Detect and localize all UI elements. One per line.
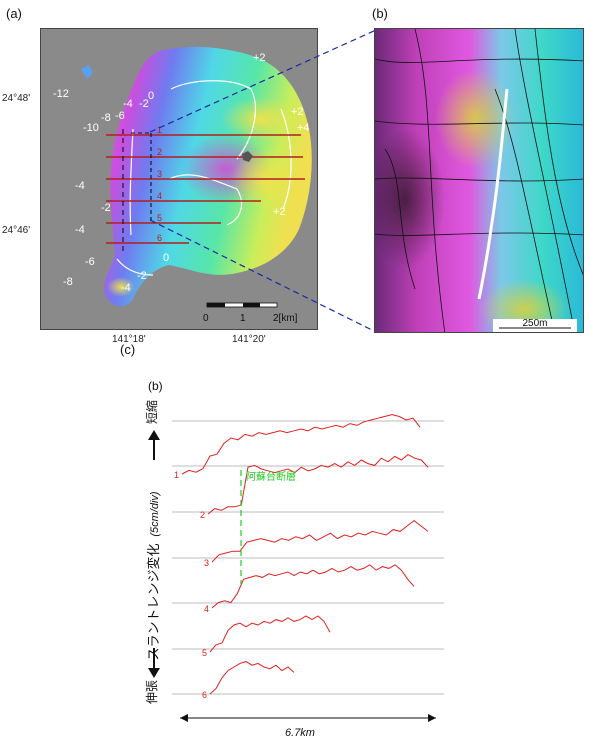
contour-label: -6 [115,110,125,122]
islet [81,65,93,79]
arrow-left-icon [180,714,188,722]
profile-number: 6 [157,233,162,243]
contour-label: -8 [101,112,111,124]
chart-inner-label: (b) [148,379,163,393]
topo-contours [375,29,583,332]
scalebar-tick: 2[km] [273,313,298,324]
gridlines [172,420,444,695]
lon-label-west: 141°18' [112,334,146,345]
contour-label: 0 [163,252,169,264]
uplift-patch-south [107,277,135,297]
arrow-down-icon [148,668,160,678]
zoom-patch-yellow [435,69,515,169]
contour-label: +2 [291,106,304,118]
contour-label: +2 [273,206,286,218]
zoom-patch-yellow-low [480,279,570,332]
contour-label: -8 [63,276,73,288]
contour-line [168,174,243,226]
lon-label-east: 141°20' [232,334,266,345]
ylabel-middle: スラントレンジ変化 [146,543,161,660]
series-labels: 1 2 3 4 5 6 [174,470,209,700]
scalebar-label: 250m [522,318,547,329]
ylabel-unit: (5cm/div) [149,491,161,537]
lat-label-south: 24°46' [2,225,31,236]
profile-series-3 [211,519,429,563]
series-label: 5 [202,648,207,658]
scalebar-tick: 0 [203,313,209,324]
profile-number: 1 [157,125,162,135]
contour-label: -4 [75,224,85,236]
connector-line-bottom [149,219,377,333]
profile-series-1 [181,414,421,475]
series-label: 3 [204,558,209,568]
profile-number: 3 [157,169,162,179]
profile-series-6 [209,661,295,695]
uplift-patch [221,97,301,141]
profile-series-2 [207,454,429,515]
series-label: 4 [204,604,209,614]
contour-label: -12 [53,88,69,100]
contour-label: -2 [137,270,147,282]
zoom-interferogram: 250m [374,28,584,333]
ylabel-bottom: 伸張 [145,680,159,704]
profile-number: 4 [157,191,162,201]
contour-label: +4 [297,122,310,134]
scalebar-tick: 1 [240,313,246,324]
zoom-svg: 250m [375,29,583,332]
scalebar-box [493,319,577,332]
profile-chart: (b) 1 2 3 4 5 6 阿蘇台断層 短縮 スラントレンジ変化 (5cm/div) … [0,352,590,750]
contour-label: -10 [83,122,99,134]
profile-series-4 [211,564,415,609]
profile-chart-svg: (b) 1 2 3 4 5 6 阿蘇台断層 短縮 スラントレンジ変化 (5cm/div) … [144,379,444,739]
contour-line [116,258,154,276]
contour-label: -6 [85,256,95,268]
contour-label: -4 [123,98,133,110]
contour-label: -4 [75,180,85,192]
crater [242,151,253,162]
contour-label: -2 [101,202,111,214]
x-span-indicator: 6.7km [180,714,436,739]
series-label: 1 [174,470,179,480]
scalebar-segment [207,303,225,307]
profile-number: 5 [157,213,162,223]
profile-series-5 [209,615,331,653]
panel-label-c: (c) [120,342,136,357]
arrow-right-icon [428,714,436,722]
panel-label-b: (b) [372,6,388,21]
contour-label: 0 [148,90,154,102]
contour-line [280,108,292,210]
interferogram-map: +2 -12 0 -4 -2 -10 -8 -6 +2 +4 -4 -4 +2 … [40,28,318,330]
profile-number: 2 [157,147,162,157]
series-label: 6 [202,690,207,700]
y-axis-label-group: 短縮 スラントレンジ変化 (5cm/div) 伸張 [144,400,161,704]
ylabel-top: 短縮 [144,400,159,424]
contour-label: -4 [121,282,131,294]
series-label: 2 [200,510,205,520]
fault-trace-white [477,88,509,300]
fault-label: 阿蘇台断層 [246,470,296,483]
panel-label-a: (a) [6,6,22,21]
arrow-up-icon [148,430,160,440]
contour-line [170,80,256,160]
contour-label: -2 [139,98,149,110]
lat-label-north: 24°48' [2,93,31,104]
scalebar-segment [243,303,260,307]
series-group [181,414,429,695]
island-svg: +2 -12 0 -4 -2 -10 -8 -6 +2 +4 -4 -4 +2 … [53,46,312,324]
x-span-label: 6.7km [285,727,315,739]
contour-label: +2 [253,52,266,64]
contour-line [129,128,134,236]
connector-line-top [149,29,377,133]
